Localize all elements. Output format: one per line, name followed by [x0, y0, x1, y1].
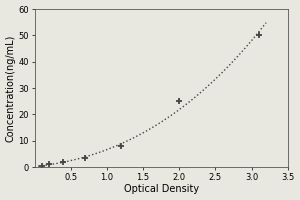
X-axis label: Optical Density: Optical Density — [124, 184, 199, 194]
Y-axis label: Concentration(ng/mL): Concentration(ng/mL) — [6, 34, 16, 142]
